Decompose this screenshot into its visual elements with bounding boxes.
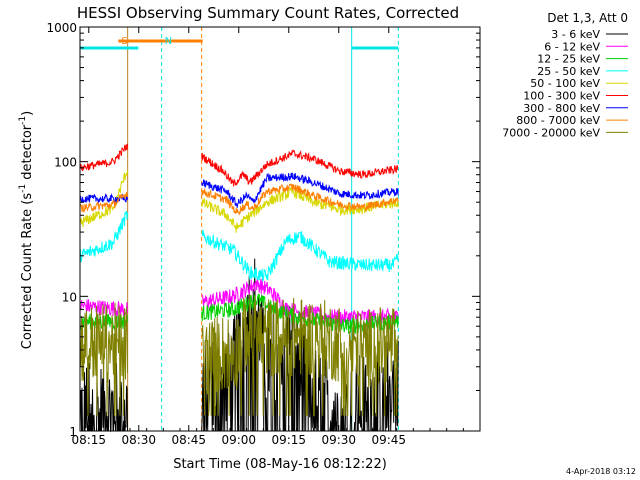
series-line-800-7000keV-seg0 — [79, 192, 128, 213]
x-tick-label: 08:15 — [71, 433, 106, 447]
series-line-300-800keV-seg0 — [79, 193, 128, 205]
footer-date: 4-Apr-2018 03:12 — [566, 467, 636, 476]
x-axis-label: Start Time (08-May-16 08:12:22) — [173, 457, 387, 472]
x-tick-label: 08:45 — [171, 433, 206, 447]
legend-label: 7000 - 20000 keV — [502, 126, 600, 139]
x-tick-label: 09:45 — [371, 433, 406, 447]
legend-label: 25 - 50 keV — [537, 65, 600, 78]
x-tick-label: 09:15 — [271, 433, 306, 447]
series-line-25-50keV-seg0 — [79, 210, 128, 263]
x-tick-label: 09:30 — [321, 433, 356, 447]
y-tick-label: 100 — [54, 156, 77, 170]
x-tick-label: 08:30 — [121, 433, 156, 447]
legend-title: Det 1,3, Att 0 — [547, 11, 628, 25]
legend-label: 3 - 6 keV — [551, 28, 600, 41]
legend-label: 800 - 7000 keV — [516, 114, 600, 127]
legend-label: 6 - 12 keV — [544, 40, 600, 53]
series-line-50-100keV-seg0 — [79, 170, 128, 227]
legend-label: 50 - 100 keV — [530, 77, 600, 90]
series-line-25-50keV-seg1 — [201, 229, 399, 282]
series-line-800-7000keV-seg1 — [201, 183, 399, 216]
series-line-100-300keV-seg0 — [79, 143, 128, 172]
series-line-7000-20000keV-seg1 — [201, 294, 399, 417]
legend-label: 300 - 800 keV — [523, 102, 600, 115]
y-tick-label: 1 — [69, 425, 77, 439]
series-line-7000-20000keV-seg0 — [79, 302, 128, 416]
series-line-100-300keV-seg1 — [201, 149, 399, 187]
legend-label: 12 - 25 keV — [537, 53, 600, 66]
series-line-6-12keV-seg1 — [201, 276, 399, 326]
series-line-6-12keV-seg0 — [79, 299, 128, 318]
y-axis-label: Corrected Count Rate (s-1 detector-1) — [18, 111, 35, 349]
flag-label-n: N — [165, 36, 172, 47]
flag-label-s: S — [121, 36, 127, 47]
y-axis: 1 10 100 1000 — [46, 21, 480, 439]
y-tick-label: 1000 — [46, 21, 77, 35]
chart-title: HESSI Observing Summary Count Rates, Cor… — [77, 4, 459, 22]
y-tick-label: 10 — [62, 290, 77, 304]
x-axis: 08:15 08:30 08:45 09:00 09:15 09:30 09:45 — [71, 27, 481, 447]
x-tick-label: 09:00 — [221, 433, 256, 447]
series-line-300-800keV-seg1 — [201, 172, 399, 208]
legend-label: 100 - 300 keV — [523, 90, 600, 103]
